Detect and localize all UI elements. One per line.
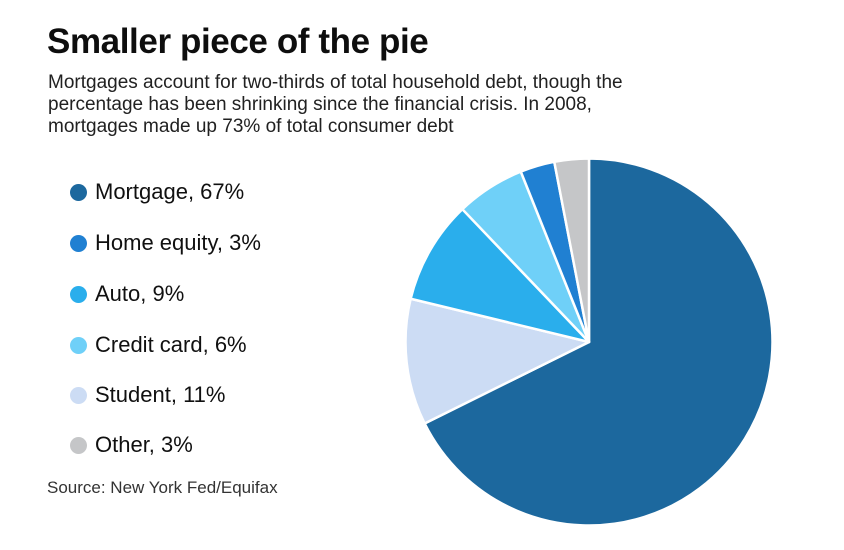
source-credit: Source: New York Fed/Equifax <box>47 478 278 497</box>
pie-slice-auto <box>409 207 591 344</box>
subtitle-line-2: percentage has been shrinking since the … <box>48 94 592 115</box>
legend-label-auto: Auto, 9% <box>95 281 185 306</box>
legend-dot-other-icon <box>70 436 87 454</box>
legend-label-other: Other, 3% <box>95 432 193 457</box>
legend-label-home-equity: Home equity, 3% <box>95 230 261 255</box>
legend-dot-credit-card-icon <box>70 336 87 354</box>
legend-label-mortgage: Mortgage, 67% <box>95 179 245 204</box>
pie-slice-mortgage <box>423 157 774 527</box>
legend-item-other: Other, 3% <box>70 431 193 459</box>
legend-item-home-equity: Home equity, 3% <box>70 229 261 257</box>
legend-dot-mortgage-icon <box>70 183 87 201</box>
pie-slice-student <box>404 297 591 425</box>
legend-dot-student-icon <box>70 386 87 404</box>
subtitle-line-3: mortgages made up 73% of total consumer … <box>48 116 454 137</box>
pie-chart <box>404 157 774 527</box>
pie-slice-other <box>553 157 591 344</box>
legend-item-mortgage: Mortgage, 67% <box>70 178 244 206</box>
subtitle-line-1: Mortgages account for two-thirds of tota… <box>48 72 623 93</box>
legend-item-credit-card: Credit card, 6% <box>70 331 247 359</box>
legend-dot-auto-icon <box>70 285 87 303</box>
chart-title: Smaller piece of the pie <box>47 22 429 61</box>
legend-label-student: Student, 11% <box>95 382 226 407</box>
chart-subtitle: Mortgages account for two-thirds of tota… <box>48 72 623 138</box>
legend-item-auto: Auto, 9% <box>70 280 184 308</box>
legend-dot-home-equity-icon <box>70 234 87 252</box>
legend-item-student: Student, 11% <box>70 381 225 409</box>
legend-label-credit-card: Credit card, 6% <box>95 332 247 357</box>
